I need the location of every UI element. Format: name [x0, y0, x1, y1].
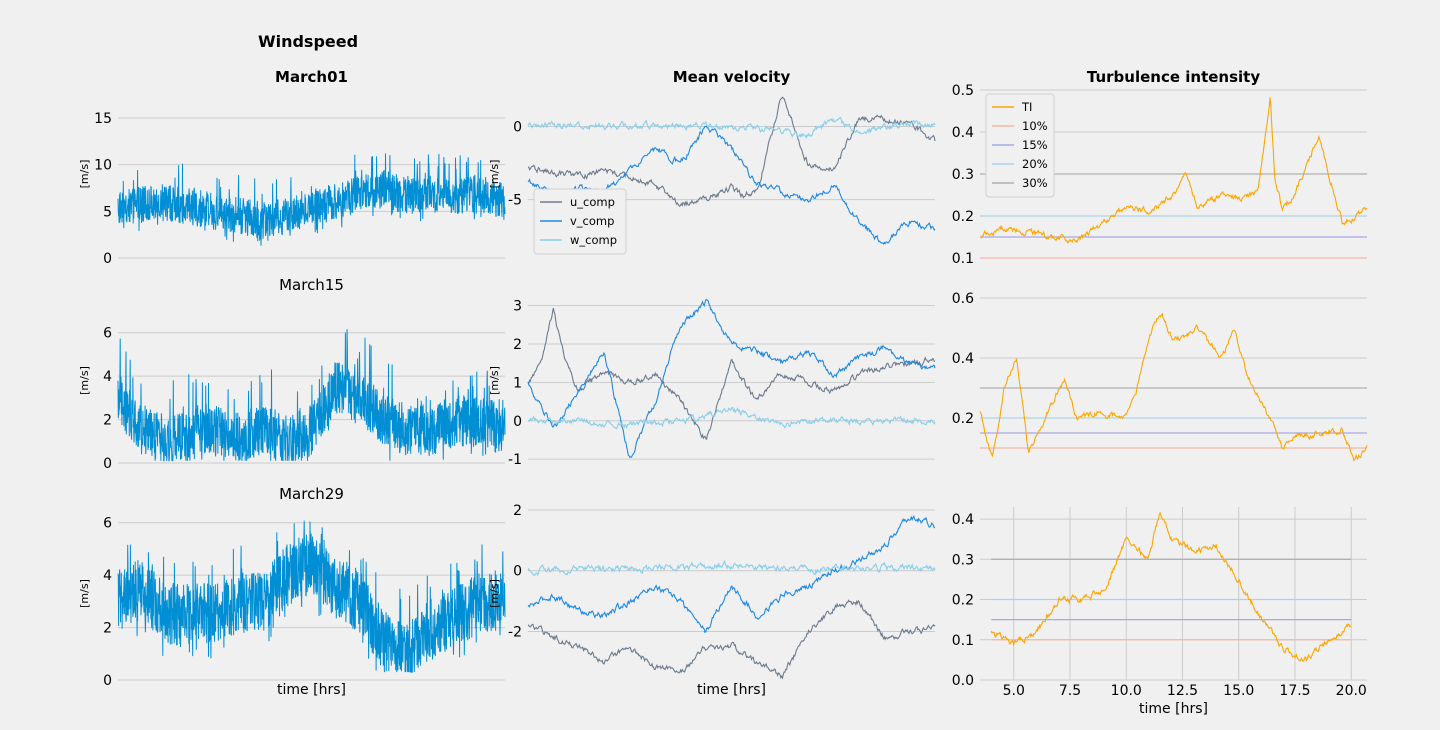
series-line-u_comp	[527, 307, 936, 440]
legend-label: 15%	[1022, 138, 1048, 152]
x-tick-label: 10.0	[1111, 683, 1142, 699]
y-tick-label: 0.5	[952, 83, 974, 99]
chart-title: March15	[279, 276, 344, 294]
chart-panel-2: -5 0 [m/s] Mean velocity u_comp v_comp w_comp	[488, 68, 936, 255]
series-line-w_comp	[527, 559, 936, 577]
y-tick-label: 0	[103, 251, 112, 267]
y-axis-label: [m/s]	[78, 366, 91, 395]
x-tick-label: 5.0	[1003, 683, 1025, 699]
y-tick-label: 2	[513, 503, 522, 519]
figure-suptitle: Windspeed	[258, 32, 358, 51]
legend: TI 10% 15% 20% 30%	[985, 93, 1055, 198]
y-tick-label: 0.2	[952, 593, 974, 609]
y-tick-label: 15	[94, 111, 112, 127]
legend-label: w_comp	[570, 233, 617, 247]
y-tick-label: 5	[103, 204, 112, 220]
y-tick-label: 0.4	[952, 351, 974, 367]
chart-panel-4: 0 2 4 6 [m/s] March15	[78, 276, 506, 472]
y-axis-label: [m/s]	[488, 366, 501, 395]
series-line-v_comp	[527, 514, 936, 634]
series-line-windspeed	[117, 329, 506, 462]
chart-title: Turbulence intensity	[1087, 68, 1260, 86]
legend-label: u_comp	[570, 195, 615, 209]
chart-title: Mean velocity	[673, 68, 791, 86]
chart-panel-5: -1 0 1 2 3 [m/s]	[488, 299, 936, 468]
chart-panel-1: 0 5 10 15 [m/s] March01	[78, 68, 506, 267]
y-tick-label: 0.3	[952, 167, 974, 183]
series-line-TI	[990, 511, 1352, 662]
y-tick-label: 6	[103, 326, 112, 342]
series-line-windspeed	[117, 153, 506, 246]
legend-box	[533, 188, 627, 255]
y-tick-label: 0	[513, 564, 522, 580]
x-tick-label: 7.5	[1059, 683, 1081, 699]
y-axis-label: [m/s]	[488, 579, 501, 608]
chart-title: March01	[275, 68, 348, 86]
y-tick-label: 2	[513, 337, 522, 353]
x-axis-label: time [hrs]	[277, 682, 346, 698]
y-tick-label: -2	[508, 624, 522, 640]
y-axis-label: [m/s]	[488, 160, 501, 189]
series-line-w_comp	[527, 116, 936, 140]
y-tick-label: 2	[103, 621, 112, 637]
x-axis-label: time [hrs]	[1139, 701, 1208, 717]
y-tick-label: 4	[103, 568, 112, 584]
legend-label: 10%	[1022, 119, 1048, 133]
x-tick-label: 17.5	[1279, 683, 1310, 699]
legend-label: 30%	[1022, 176, 1048, 190]
series-line-TI	[979, 312, 1368, 462]
chart-panel-3: 0.1 0.2 0.3 0.4 0.5 Turbulence intensity TI 10%…	[952, 68, 1368, 267]
y-tick-label: 0	[513, 120, 522, 136]
legend-label: TI	[1021, 100, 1032, 114]
chart-title: March29	[279, 485, 344, 503]
legend: u_comp v_comp w_comp	[533, 188, 627, 255]
y-tick-label: -5	[508, 193, 522, 209]
y-tick-label: 0.6	[952, 291, 974, 307]
y-tick-label: 3	[513, 299, 522, 315]
y-tick-label: 0.4	[952, 125, 974, 141]
x-axis-label: time [hrs]	[697, 682, 766, 698]
y-tick-label: 2	[103, 413, 112, 429]
y-tick-label: 0.0	[952, 673, 974, 689]
y-tick-label: 4	[103, 369, 112, 385]
series-line-v_comp	[527, 299, 936, 459]
series-line-u_comp	[527, 96, 936, 207]
y-tick-label: 10	[94, 158, 112, 174]
y-tick-label: 0	[103, 673, 112, 689]
y-tick-label: 1	[513, 375, 522, 391]
chart-panel-7: 0 2 4 6 [m/s] March29 time [hrs]	[78, 485, 506, 698]
y-tick-label: 0	[103, 456, 112, 472]
y-tick-label: 0.1	[952, 251, 974, 267]
x-tick-label: 20.0	[1336, 683, 1367, 699]
chart-panel-8: -2 0 2 [m/s] time [hrs]	[488, 503, 936, 698]
y-tick-label: 0.3	[952, 552, 974, 568]
series-line-u_comp	[527, 599, 936, 680]
legend-label: v_comp	[570, 214, 614, 228]
series-line-windspeed	[117, 520, 506, 673]
chart-panel-6: 0.2 0.4 0.6	[952, 291, 1368, 462]
y-tick-label: 0.1	[952, 633, 974, 649]
y-axis-label: [m/s]	[78, 160, 91, 189]
y-tick-label: 6	[103, 516, 112, 532]
legend-box	[985, 93, 1055, 198]
x-tick-label: 12.5	[1167, 683, 1198, 699]
y-tick-label: 0.4	[952, 512, 974, 528]
y-tick-label: 0	[513, 414, 522, 430]
y-tick-label: 0.2	[952, 411, 974, 427]
y-axis-label: [m/s]	[78, 579, 91, 608]
x-tick-label: 15.0	[1223, 683, 1254, 699]
legend-label: 20%	[1022, 157, 1048, 171]
chart-panel-9: 0.0 0.1 0.2 0.3 0.4 5.0 7.5 10.0 12.5 15.0 17.5 20.…	[952, 507, 1367, 717]
series-line-TI	[979, 97, 1368, 244]
series-line-w_comp	[527, 406, 936, 430]
y-tick-label: 0.2	[952, 209, 974, 225]
y-tick-label: -1	[508, 452, 522, 468]
